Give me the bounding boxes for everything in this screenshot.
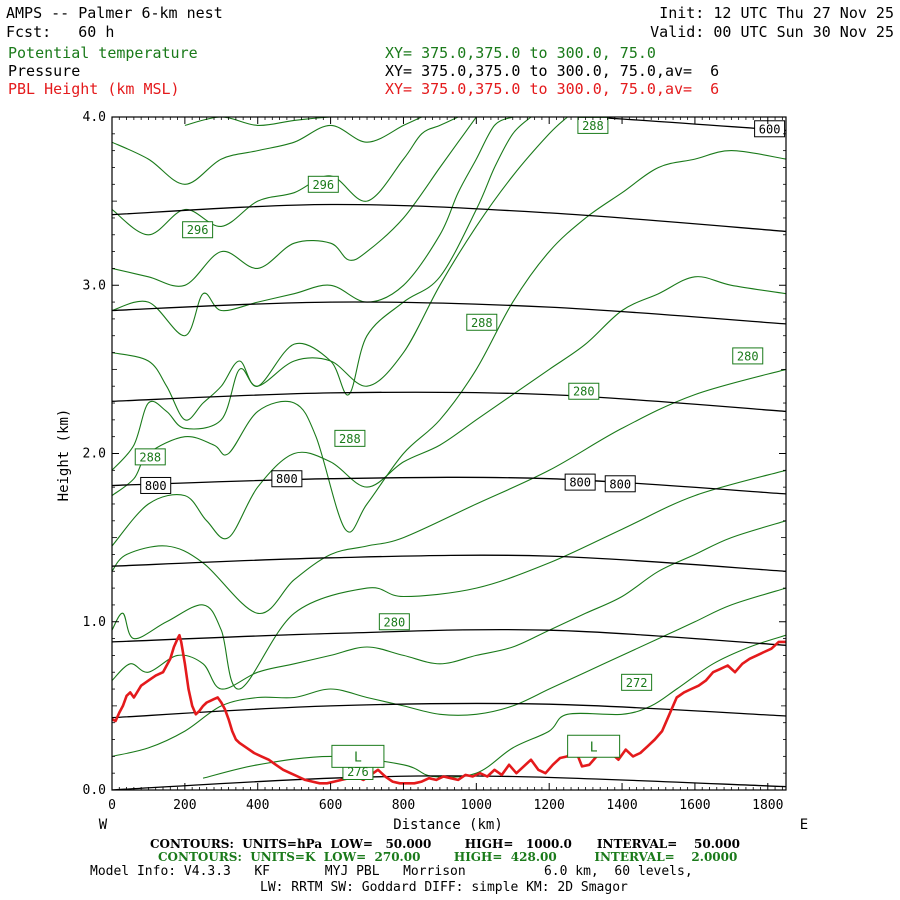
pressure-contour-900-hpa [112,628,786,646]
x-axis-label: Distance (km) [393,817,503,833]
legend-potential-temperature: Potential temperature [8,44,198,62]
x-tick-label: 1600 [679,798,710,813]
svg-text:L: L [354,750,362,765]
section-xy-theta: XY= 375.0,375.0 to 300.0, 75.0 [385,44,656,62]
y-tick-label: 2.0 [83,447,106,462]
svg-text:288: 288 [582,119,604,133]
theta-contour-290 [112,117,514,337]
theta-label-272: 272 [621,673,653,691]
svg-text:280: 280 [573,385,595,399]
theta-label-288: 288 [134,448,166,466]
svg-text:280: 280 [737,349,759,363]
theta-contour-272 [202,634,786,779]
low-marker: L [567,734,621,758]
valid-time: Valid: 00 UTC Sun 30 Nov 25 [650,23,894,41]
chart-header-title: AMPS -- Palmer 6-km nest [6,4,223,22]
x-end-label-east: E [800,817,808,833]
svg-text:288: 288 [139,450,161,464]
y-tick-label: 0.0 [83,783,106,798]
x-tick-label: 600 [319,798,342,813]
pressure-label-800: 800 [271,470,303,488]
plot-frame [111,116,787,791]
theta-label-296: 296 [182,221,214,239]
svg-text:296: 296 [187,223,209,237]
pressure-contour-800-hpa [112,476,786,495]
theta-label-280: 280 [568,382,600,400]
theta-contour-278 [112,469,786,690]
theta-label-280: 280 [732,347,764,365]
theta-contour-282 [112,276,786,547]
y-axis-label: Height (km) [56,409,72,502]
theta-contour-274 [112,587,786,757]
pressure-label-800: 800 [140,476,172,494]
svg-text:288: 288 [339,432,361,446]
theta-contour-286 [112,117,568,471]
theta-contour-298 [184,117,349,126]
svg-text:800: 800 [609,477,631,491]
x-tick-label: 1000 [461,798,492,813]
x-tick-label: 400 [246,798,269,813]
footer-model-info: Model Info: V4.3.3 KF MYJ PBL Morrison 6… [90,864,693,879]
pressure-contour-650-hpa [112,203,786,233]
x-tick-label: 800 [392,798,415,813]
y-tick-label: 4.0 [83,110,106,125]
theta-contour-292 [112,117,477,287]
svg-text:800: 800 [569,476,591,490]
pressure-contour-600-hpa [582,117,786,132]
theta-label-288: 288 [334,429,366,447]
pbl-height-line [112,633,786,785]
pressure-contour-700-hpa [112,301,786,325]
y-tick-label: 1.0 [83,615,106,630]
theta-contour-280 [112,368,786,614]
x-tick-label: 0 [108,798,116,813]
theta-contour-294 [112,117,459,236]
pressure-label-600: 600 [754,120,786,138]
low-marker: L [331,744,385,768]
theta-contour-296 [112,117,422,185]
section-xy-pbl: XY= 375.0,375.0 to 300.0, 75.0,av= 6 [385,80,720,98]
theta-label-296: 296 [307,175,339,193]
pressure-contour-1000-hpa [112,775,786,790]
svg-text:600: 600 [759,122,781,136]
theta-contour-288 [112,117,532,421]
pressure-contour-750-hpa [112,391,786,413]
x-tick-label: 1800 [752,798,783,813]
svg-text:296: 296 [312,178,334,192]
legend-pressure: Pressure [8,62,81,80]
svg-text:800: 800 [276,472,298,486]
pressure-label-800: 800 [564,473,596,491]
svg-text:L: L [590,740,598,755]
x-tick-label: 200 [173,798,196,813]
pressure-label-800: 800 [604,475,636,493]
theta-label-280: 280 [378,613,410,631]
x-tick-label: 1200 [534,798,565,813]
theta-contour-284 [112,150,786,533]
x-tick-label: 1400 [606,798,637,813]
footer-contours-k: CONTOURS: UNITS=K LOW= 270.00 HIGH= 428.… [158,850,738,864]
svg-text:272: 272 [626,676,648,690]
svg-text:276: 276 [347,765,369,779]
init-time: Init: 12 UTC Thu 27 Nov 25 [659,4,894,22]
theta-label-288: 288 [466,313,498,331]
pressure-contour-850-hpa [112,554,786,572]
pressure-contour-950-hpa [112,702,786,719]
footer-contours-hpa: CONTOURS: UNITS=hPa LOW= 50.000 HIGH= 10… [150,837,740,851]
svg-text:280: 280 [384,615,406,629]
section-xy-pressure: XY= 375.0,375.0 to 300.0, 75.0,av= 6 [385,62,720,80]
forecast-hour: Fcst: 60 h [6,23,115,41]
x-end-label-west: W [99,817,108,833]
theta-label-288: 288 [577,116,609,134]
svg-text:800: 800 [145,479,167,493]
legend-pbl-height: PBL Height (km MSL) [8,80,180,98]
footer-model-info-physics: LW: RRTM SW: Goddard DIFF: simple KM: 2D… [260,880,628,895]
y-tick-label: 3.0 [83,278,106,293]
svg-text:288: 288 [471,316,493,330]
theta-contour-276 [112,520,786,690]
